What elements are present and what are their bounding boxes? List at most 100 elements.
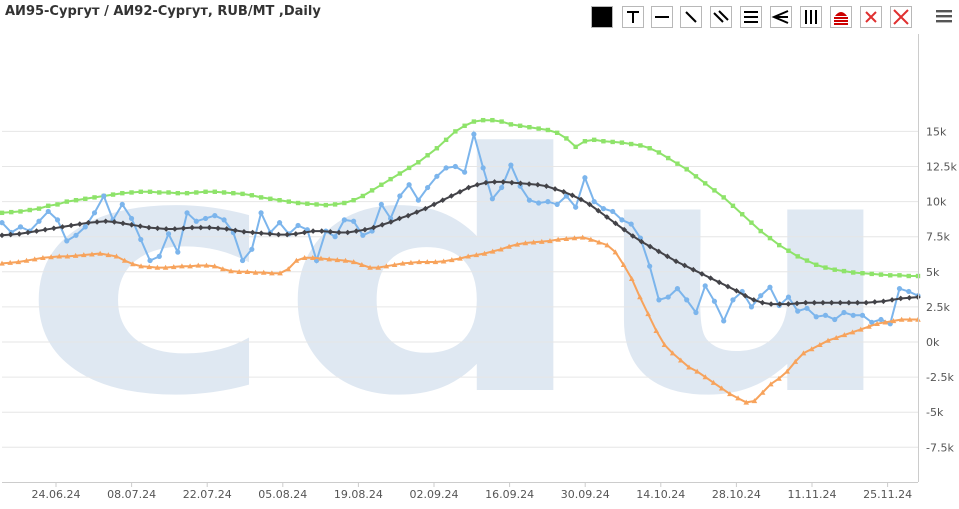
data-point [538,238,545,244]
fan-icon[interactable] [770,6,792,28]
data-point [179,263,185,269]
data-point [249,246,255,252]
data-point [846,299,852,306]
horizontal-line-icon[interactable] [651,6,673,28]
data-point [313,257,320,264]
text-tool-icon[interactable] [622,6,644,28]
data-point [506,243,512,249]
data-point [595,207,602,214]
x-tick-label: 19.08.24 [334,488,383,501]
data-point [203,189,208,194]
data-point [350,218,357,224]
data-point [379,221,386,228]
data-point [661,342,668,348]
data-point [405,212,411,219]
data-point [0,232,5,239]
data-point [795,254,800,259]
data-point [808,346,815,352]
data-point [730,203,736,209]
vertical-lines-icon[interactable] [800,6,822,28]
data-point [260,269,267,275]
data-point [906,288,912,295]
data-point [129,190,134,195]
data-point [305,201,310,206]
data-point [40,254,46,260]
data-point [33,228,40,234]
data-point [221,217,227,223]
data-point [833,334,840,340]
data-point [359,261,365,267]
data-point [406,182,412,188]
hamburger-menu-icon[interactable] [935,8,953,24]
data-point [203,262,210,268]
x-tick-label: 08.07.24 [107,488,156,501]
data-point [64,199,69,204]
data-point [526,197,532,203]
data-point [267,231,273,237]
data-point [880,298,887,305]
data-point [284,231,290,238]
data-point [241,228,247,235]
data-point [759,299,766,306]
data-point [817,342,823,348]
data-point [128,215,135,222]
data-point [702,283,708,289]
data-point [735,395,741,401]
y-tick-label: 2.5k [926,301,950,314]
data-point [601,139,606,144]
data-point [600,206,607,212]
data-point [448,193,455,199]
data-point [275,231,282,238]
data-point [375,264,382,270]
y-tick-label: 7.5k [926,231,950,244]
data-point [416,160,421,165]
data-point [252,269,259,275]
data-point [416,259,422,265]
data-point [800,350,807,356]
data-point [353,228,360,234]
x-tick-label: 16.09.24 [485,488,534,501]
data-point [638,238,645,245]
data-point [767,381,774,387]
data-point [859,312,866,318]
x-tick-label: 24.06.24 [32,488,81,501]
data-point [711,298,718,304]
data-point [509,179,515,186]
data-point [285,266,292,272]
data-point [332,202,338,207]
data-point [669,350,676,356]
data-point [399,260,406,266]
delete-icon[interactable] [860,6,882,28]
data-point [228,268,234,274]
data-point [656,150,662,155]
data-point [45,208,51,215]
data-point [610,139,615,145]
data-point [664,253,671,260]
data-point [675,161,680,166]
trend-line-icon[interactable] [680,6,702,28]
series-3 [0,179,921,307]
data-point [0,260,5,266]
data-point [383,263,390,269]
data-point [147,189,153,194]
parallel-lines-icon[interactable] [710,6,732,28]
data-point [422,205,429,212]
data-point [578,196,584,203]
data-point [212,213,218,219]
fill-square-icon[interactable] [591,6,613,28]
data-point [508,122,514,127]
delete-all-icon[interactable] [890,6,912,28]
data-point [443,165,449,171]
data-point [907,316,913,322]
data-point [323,202,329,208]
data-point [841,309,847,316]
data-point [857,326,864,332]
data-point [699,271,705,277]
data-point [579,234,586,240]
fibonacci-icon[interactable] [830,6,852,28]
data-point [206,224,213,231]
data-point [681,262,688,269]
data-point [811,299,818,306]
horizontal-channel-icon[interactable] [740,6,762,28]
x-tick-label: 02.09.24 [410,488,459,501]
